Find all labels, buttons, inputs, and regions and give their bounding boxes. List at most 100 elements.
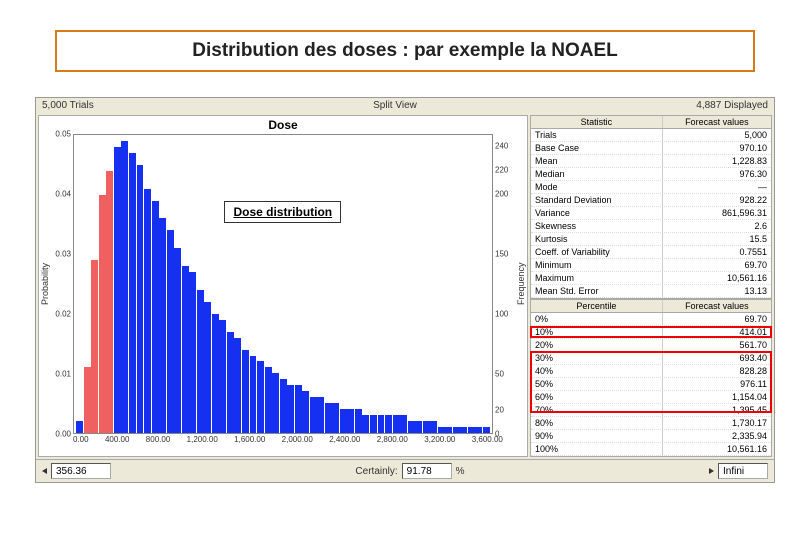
ytick-left: 0.05 <box>55 130 71 139</box>
ytick-right: 150 <box>495 250 508 259</box>
histogram-bar <box>144 189 151 433</box>
histogram-bar <box>438 427 445 433</box>
histogram-bar <box>250 356 257 433</box>
histogram-bar <box>121 141 128 433</box>
perc-value: 976.11 <box>663 378 771 390</box>
range-min-input[interactable]: 356.36 <box>51 463 111 479</box>
xtick: 3,200.00 <box>424 435 455 444</box>
ytick-right: 0 <box>495 430 499 439</box>
percentile-row: 20%561.70 <box>531 339 771 352</box>
histogram-bar <box>347 409 354 433</box>
slide-title: Distribution des doses : par exemple la … <box>192 40 618 61</box>
perc-name: 80% <box>531 417 663 429</box>
percentile-row: 0%69.70 <box>531 313 771 326</box>
histogram-bar <box>219 320 226 433</box>
percentile-row: 60%1,154.04 <box>531 391 771 404</box>
perc-name: 0% <box>531 313 663 325</box>
percentile-row: 10%414.01 <box>531 326 771 339</box>
stat-name: Skewness <box>531 220 663 232</box>
histogram-bar <box>84 367 91 433</box>
stat-value: 970.10 <box>663 142 771 154</box>
certainty-input[interactable]: 91.78 <box>402 463 452 479</box>
annotation-box: Dose distribution <box>224 201 341 223</box>
histogram-bar <box>265 367 272 433</box>
displayed-label: 4,887 Displayed <box>696 100 768 111</box>
ytick-left: 0.02 <box>55 310 71 319</box>
stat-name: Maximum <box>531 272 663 284</box>
histogram-bar <box>370 415 377 433</box>
percentile-row: 30%693.40 <box>531 352 771 365</box>
x-ticks: 0.00400.00800.001,200.001,600.002,000.00… <box>39 434 527 445</box>
ytick-right: 50 <box>495 370 504 379</box>
stats-row: Maximum10,561.16 <box>531 272 771 285</box>
histogram-canvas: Dose distribution <box>73 134 493 434</box>
stat-name: Variance <box>531 207 663 219</box>
stat-value: 69.70 <box>663 259 771 271</box>
histogram-bar <box>445 427 452 433</box>
histogram-panel: Dose Probability 0.000.010.020.030.040.0… <box>38 115 528 457</box>
perc-name: 20% <box>531 339 663 351</box>
stats-row: Base Case970.10 <box>531 142 771 155</box>
percentile-row: 80%1,730.17 <box>531 417 771 430</box>
histogram-bar <box>287 385 294 433</box>
histogram-bar <box>302 391 309 433</box>
stats-row: Minimum69.70 <box>531 259 771 272</box>
stat-name: Kurtosis <box>531 233 663 245</box>
perc-value: 414.01 <box>663 326 771 338</box>
percentile-row: 90%2,335.94 <box>531 430 771 443</box>
perc-name: 70% <box>531 404 663 416</box>
percentile-row: 70%1,395.45 <box>531 404 771 417</box>
percentile-row: 50%976.11 <box>531 378 771 391</box>
y-axis-right-label: Frequency <box>515 134 527 434</box>
histogram-bar <box>137 165 144 433</box>
perc-name: 100% <box>531 443 663 455</box>
stats-row: Variance861,596.31 <box>531 207 771 220</box>
histogram-bar <box>408 421 415 433</box>
percentile-row: 40%828.28 <box>531 365 771 378</box>
left-arrow-icon[interactable] <box>42 468 47 474</box>
certainty-label: Certainly: <box>355 466 397 477</box>
xtick: 800.00 <box>146 435 170 444</box>
stat-value: 976.30 <box>663 168 771 180</box>
stat-name: Median <box>531 168 663 180</box>
window-footer: 356.36 Certainly: 91.78 % Infini <box>36 459 774 482</box>
ytick-right: 20 <box>495 406 504 415</box>
stat-value: 10,561.16 <box>663 272 771 284</box>
histogram-bar <box>159 218 166 433</box>
range-max-input[interactable]: Infini <box>718 463 768 479</box>
view-label: Split View <box>94 100 697 111</box>
xtick: 2,000.00 <box>282 435 313 444</box>
ytick-right: 220 <box>495 166 508 175</box>
histogram-bar <box>182 266 189 433</box>
histogram-bar <box>378 415 385 433</box>
histogram-bar <box>453 427 460 433</box>
histogram-bar <box>483 427 490 433</box>
histogram-bar <box>295 385 302 433</box>
ytick-right: 240 <box>495 142 508 151</box>
perc-value: 1,395.45 <box>663 404 771 416</box>
stat-name: Standard Deviation <box>531 194 663 206</box>
right-arrow-icon[interactable] <box>709 468 714 474</box>
ytick-right: 100 <box>495 310 508 319</box>
histogram-bar <box>174 248 181 433</box>
stat-name: Trials <box>531 129 663 141</box>
perc-hdr-l: Percentile <box>531 300 663 312</box>
histogram-bar <box>272 373 279 433</box>
stat-value: 1,228.83 <box>663 155 771 167</box>
y-ticks-right: 02050100150200220240 <box>493 134 515 434</box>
histogram-bar <box>310 397 317 433</box>
histogram-bar <box>430 421 437 433</box>
perc-value: 69.70 <box>663 313 771 325</box>
perc-name: 10% <box>531 326 663 338</box>
ytick-right: 200 <box>495 190 508 199</box>
percent-label: % <box>456 466 465 477</box>
perc-hdr-r: Forecast values <box>663 300 771 312</box>
perc-value: 693.40 <box>663 352 771 364</box>
xtick: 2,400.00 <box>329 435 360 444</box>
chart-title: Dose <box>39 116 527 134</box>
percentiles-table: Percentile Forecast values 0%69.7010%414… <box>530 299 772 457</box>
perc-value: 10,561.16 <box>663 443 771 455</box>
stat-value: 15.5 <box>663 233 771 245</box>
histogram-bar <box>152 201 159 433</box>
stats-row: Trials5,000 <box>531 129 771 142</box>
